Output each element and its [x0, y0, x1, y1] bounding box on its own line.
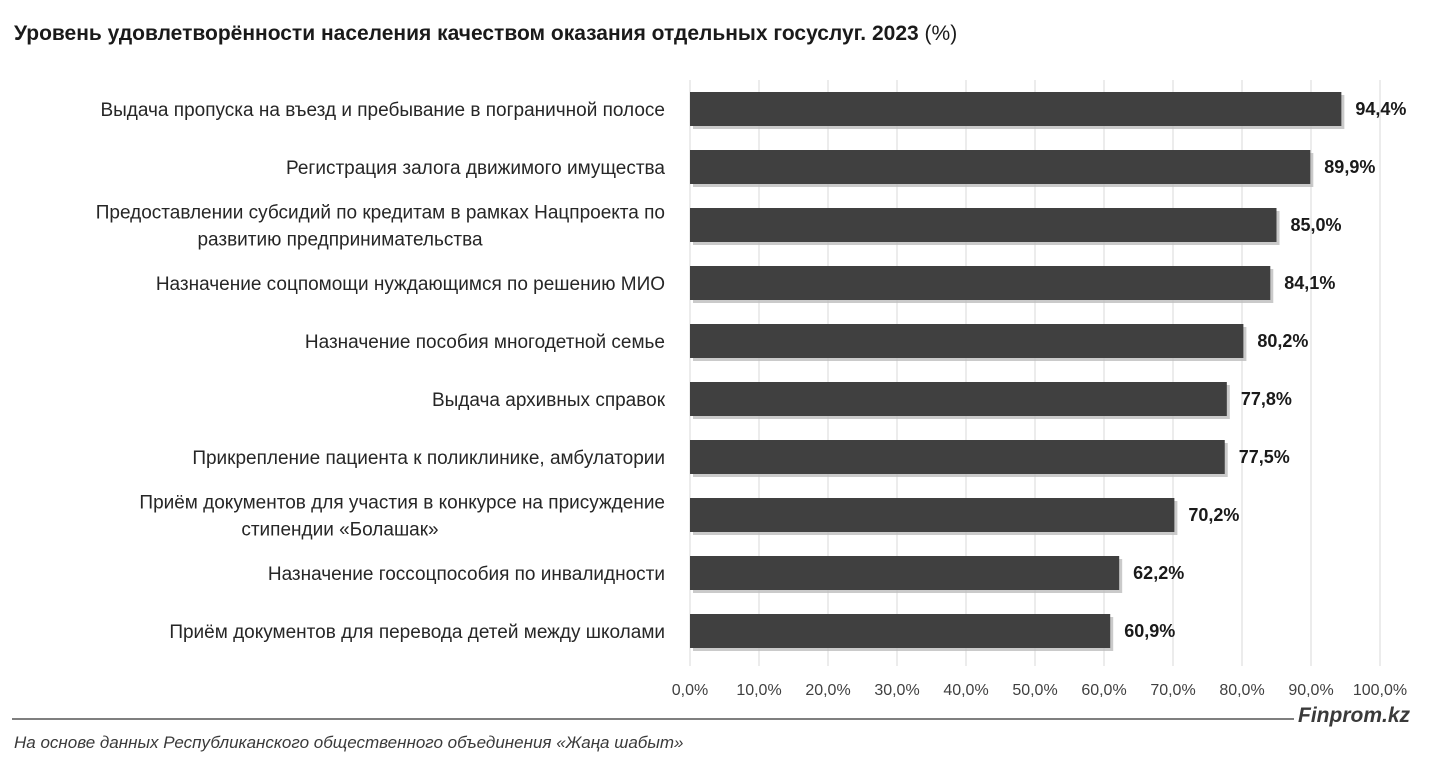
category-label: Предоставлении субсидий по кредитам в ра… [96, 203, 665, 224]
category-label: Назначение соцпомощи нуждающимся по реше… [156, 274, 665, 295]
value-label: 62,2% [1133, 563, 1184, 583]
x-tick-label: 40,0% [943, 682, 988, 699]
bar [690, 266, 1271, 300]
category-label: Регистрация залога движимого имущества [286, 158, 665, 179]
category-label: развитию предпринимательства [197, 230, 483, 251]
category-label: Выдача пропуска на въезд и пребывание в … [100, 100, 665, 121]
category-label: стипендии «Болашак» [241, 520, 438, 541]
x-tick-label: 80,0% [1219, 682, 1264, 699]
value-label: 60,9% [1124, 621, 1175, 641]
value-label: 84,1% [1284, 273, 1335, 293]
value-label: 89,9% [1324, 157, 1375, 177]
value-label: 77,8% [1241, 389, 1292, 409]
value-label: 85,0% [1291, 215, 1342, 235]
category-label: Прикрепление пациента к поликлинике, амб… [192, 448, 665, 469]
bar [690, 556, 1120, 590]
brand-logo-text: Finprom.kz [1298, 704, 1411, 727]
x-tick-label: 50,0% [1012, 682, 1057, 699]
x-tick-label: 90,0% [1288, 682, 1333, 699]
x-tick-label: 60,0% [1081, 682, 1126, 699]
x-tick-label: 10,0% [736, 682, 781, 699]
chart-title: Уровень удовлетворённости населения каче… [14, 22, 957, 46]
bar [690, 614, 1111, 648]
bar [690, 440, 1225, 474]
footer-divider [12, 718, 1294, 720]
value-label: 94,4% [1355, 99, 1406, 119]
category-label: Назначение госсоцпособия по инвалидности [268, 564, 665, 585]
value-label: 80,2% [1257, 331, 1308, 351]
bar [690, 150, 1311, 184]
bar [690, 498, 1175, 532]
bar [690, 382, 1227, 416]
x-tick-label: 30,0% [874, 682, 919, 699]
bar [690, 208, 1277, 242]
x-tick-label: 70,0% [1150, 682, 1195, 699]
category-label: Приём документов для перевода детей межд… [169, 622, 665, 643]
chart-title-text: Уровень удовлетворённости населения каче… [14, 22, 919, 45]
category-label: Назначение пособия многодетной семье [305, 332, 665, 353]
value-label: 70,2% [1188, 505, 1239, 525]
chart-title-unit: (%) [924, 22, 958, 45]
x-tick-label: 20,0% [805, 682, 850, 699]
source-note: На основе данных Республиканского общест… [14, 733, 684, 752]
category-label: Приём документов для участия в конкурсе … [139, 493, 665, 514]
category-label: Выдача архивных справок [432, 390, 666, 411]
x-tick-label: 100,0% [1353, 682, 1407, 699]
bar [690, 92, 1342, 126]
value-label: 77,5% [1239, 447, 1290, 467]
bar [690, 324, 1244, 358]
x-tick-label: 0,0% [672, 682, 708, 699]
